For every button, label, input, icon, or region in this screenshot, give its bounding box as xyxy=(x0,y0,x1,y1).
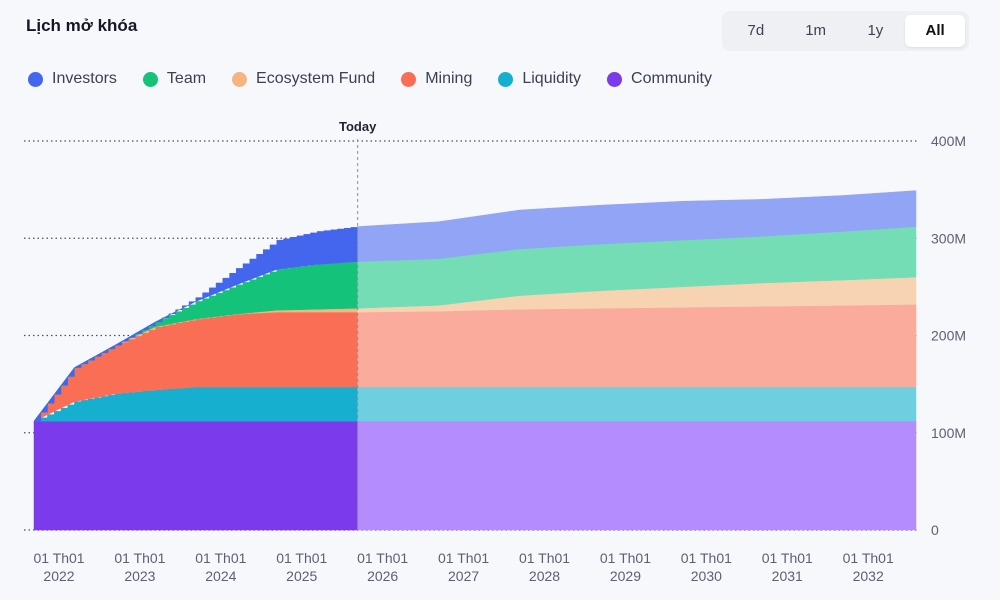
x-tick-year: 2022 xyxy=(43,568,74,584)
legend-label-investors: Investors xyxy=(52,70,117,87)
x-tick-year: 2031 xyxy=(772,568,803,584)
legend-label-ecosystem-fund: Ecosystem Fund xyxy=(256,70,376,87)
x-tick-year: 2030 xyxy=(691,568,722,584)
range-1m-button[interactable]: 1m xyxy=(805,22,827,39)
legend-item-community[interactable]: Community xyxy=(607,70,712,88)
x-tick-year: 2027 xyxy=(448,568,479,584)
x-tick-label: 01 Th01 xyxy=(519,550,570,566)
x-tick-label: 01 Th01 xyxy=(357,550,408,566)
legend-dot-mining xyxy=(401,71,417,87)
x-tick-label: 01 Th01 xyxy=(600,550,651,566)
y-tick-label: 100M xyxy=(931,425,966,441)
page-title: Lịch mở khóa xyxy=(26,16,138,35)
x-tick-year: 2026 xyxy=(367,568,398,584)
x-tick-label: 01 Th01 xyxy=(438,550,489,566)
legend-label-community: Community xyxy=(631,70,712,87)
legend-dot-community xyxy=(607,71,623,87)
area-investors-projected[interactable] xyxy=(357,190,917,262)
area-community-projected[interactable] xyxy=(357,420,917,531)
x-tick-label: 01 Th01 xyxy=(276,550,327,566)
x-tick-year: 2029 xyxy=(610,568,641,584)
chart-legend: Investors Team Ecosystem Fund Mining Liq… xyxy=(28,70,738,88)
legend-item-ecosystem-fund[interactable]: Ecosystem Fund xyxy=(232,70,375,88)
legend-dot-liquidity xyxy=(498,71,514,87)
range-1y-button[interactable]: 1y xyxy=(867,22,884,39)
y-tick-label: 400M xyxy=(931,133,966,149)
x-tick-label: 01 Th01 xyxy=(195,550,246,566)
range-7d-button[interactable]: 7d xyxy=(747,22,765,39)
legend-item-team[interactable]: Team xyxy=(142,70,207,88)
y-tick-label: 0 xyxy=(931,522,939,538)
legend-item-mining[interactable]: Mining xyxy=(401,70,472,88)
legend-dot-ecosystem-fund xyxy=(232,71,248,87)
y-tick-label: 300M xyxy=(931,230,966,246)
x-tick-year: 2023 xyxy=(124,568,155,584)
legend-dot-investors xyxy=(28,71,43,87)
x-tick-label: 01 Th01 xyxy=(843,550,894,566)
area-liquidity-projected[interactable] xyxy=(357,386,917,422)
time-range-selector: 7d 1m 1y All xyxy=(722,11,969,51)
legend-label-mining: Mining xyxy=(425,70,473,87)
legend-item-liquidity[interactable]: Liquidity xyxy=(498,70,581,88)
x-tick-label: 01 Th01 xyxy=(762,550,813,566)
x-tick-year: 2025 xyxy=(286,568,317,584)
legend-label-liquidity: Liquidity xyxy=(522,70,582,87)
x-tick-year: 2028 xyxy=(529,568,560,584)
legend-dot-team xyxy=(142,71,158,87)
area-community-unlocked[interactable] xyxy=(33,420,358,531)
y-tick-label: 200M xyxy=(931,328,966,344)
legend-item-investors[interactable]: Investors xyxy=(28,70,117,88)
x-tick-label: 01 Th01 xyxy=(114,550,165,566)
x-tick-year: 2024 xyxy=(205,568,236,584)
legend-label-team: Team xyxy=(166,70,207,87)
range-all-button[interactable]: All xyxy=(905,15,965,47)
today-label: Today xyxy=(339,119,377,134)
area-investors-unlocked[interactable] xyxy=(33,226,358,422)
area-mining-projected[interactable] xyxy=(357,304,917,388)
x-tick-year: 2032 xyxy=(853,568,884,584)
x-tick-label: 01 Th01 xyxy=(33,550,84,566)
x-tick-label: 01 Th01 xyxy=(681,550,732,566)
